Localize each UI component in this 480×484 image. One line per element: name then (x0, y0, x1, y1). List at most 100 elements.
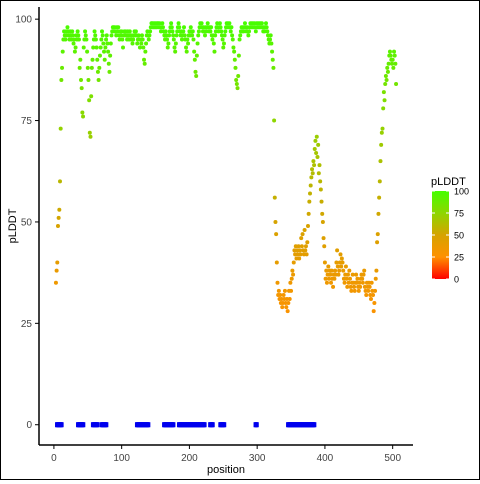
data-point (326, 276, 331, 281)
data-point (167, 33, 172, 38)
data-point (75, 29, 80, 34)
data-point (357, 280, 362, 285)
data-point (362, 268, 367, 273)
data-point (172, 422, 176, 428)
data-point (376, 211, 381, 216)
data-point (288, 280, 293, 285)
data-point (160, 21, 165, 26)
data-point (160, 25, 165, 30)
x-axis-ticks: 0 100 200 300 400 500 (51, 445, 401, 464)
x-tick-label: 400 (317, 453, 334, 464)
data-point (93, 37, 98, 42)
data-point (212, 49, 217, 54)
data-point (303, 244, 308, 249)
data-point (349, 288, 354, 293)
x-tick-label: 100 (113, 453, 130, 464)
data-point (103, 45, 108, 50)
data-point (352, 288, 357, 293)
data-point (371, 309, 376, 314)
data-point (100, 33, 105, 38)
data-point (328, 272, 333, 277)
data-point (213, 33, 218, 38)
data-point (223, 29, 228, 34)
data-point (303, 248, 308, 253)
data-point (185, 37, 190, 42)
data-point (390, 57, 395, 62)
data-point (217, 21, 222, 26)
data-point (311, 159, 316, 164)
data-point (286, 301, 291, 306)
data-point (170, 29, 175, 34)
data-point (83, 33, 88, 38)
data-point (148, 29, 153, 34)
legend-tick-label: 25 (454, 253, 464, 263)
data-point (375, 240, 380, 245)
data-point (102, 57, 107, 62)
data-point (269, 41, 274, 46)
data-point (190, 33, 195, 38)
data-point (319, 199, 324, 204)
data-point (336, 272, 341, 277)
data-point (345, 284, 350, 289)
data-point (366, 288, 371, 293)
data-point (173, 41, 178, 46)
data-point (98, 45, 103, 50)
legend-tick-label: 50 (454, 231, 464, 241)
data-point (70, 29, 75, 34)
data-point (96, 78, 101, 82)
data-point (59, 78, 64, 82)
data-point (104, 33, 109, 38)
data-point (386, 61, 391, 66)
data-point (171, 33, 176, 38)
y-tick-label: 50 (21, 217, 33, 228)
data-point (173, 49, 178, 54)
x-tick-label: 0 (51, 453, 57, 464)
data-point (131, 37, 136, 42)
data-point (392, 53, 397, 58)
data-point (268, 33, 273, 38)
data-point (139, 41, 144, 46)
data-point (163, 29, 168, 34)
data-point (360, 276, 365, 281)
data-point (147, 33, 152, 38)
data-point (194, 73, 199, 78)
data-point (108, 53, 113, 58)
data-point (316, 171, 321, 176)
data-point (221, 45, 226, 50)
data-point (331, 284, 336, 289)
data-point (231, 45, 236, 50)
data-point (253, 29, 258, 34)
data-point (95, 57, 100, 62)
data-point (165, 37, 170, 42)
data-point (373, 276, 378, 281)
legend-tick-label: 100 (454, 187, 469, 197)
data-point (265, 29, 270, 34)
data-point (97, 65, 102, 70)
data-point (281, 292, 286, 297)
legend-title: pLDDT (431, 176, 466, 188)
data-point (270, 57, 275, 62)
data-point (142, 61, 147, 66)
data-point (274, 232, 279, 237)
data-point (350, 272, 355, 277)
data-point (318, 179, 323, 184)
data-point (306, 211, 311, 216)
data-points (53, 21, 399, 428)
data-point (320, 211, 325, 216)
data-point (190, 29, 195, 34)
data-point (384, 78, 389, 82)
data-point (182, 33, 187, 38)
data-point (312, 146, 317, 151)
data-point (70, 33, 75, 38)
data-point (356, 288, 361, 293)
data-point (368, 297, 373, 301)
data-point (179, 37, 184, 42)
data-point (364, 292, 369, 297)
data-point (381, 106, 386, 111)
data-point (347, 276, 352, 281)
data-point (289, 276, 294, 281)
data-point (202, 33, 207, 38)
data-point (222, 33, 227, 38)
data-point (181, 25, 186, 30)
data-point (109, 33, 114, 38)
